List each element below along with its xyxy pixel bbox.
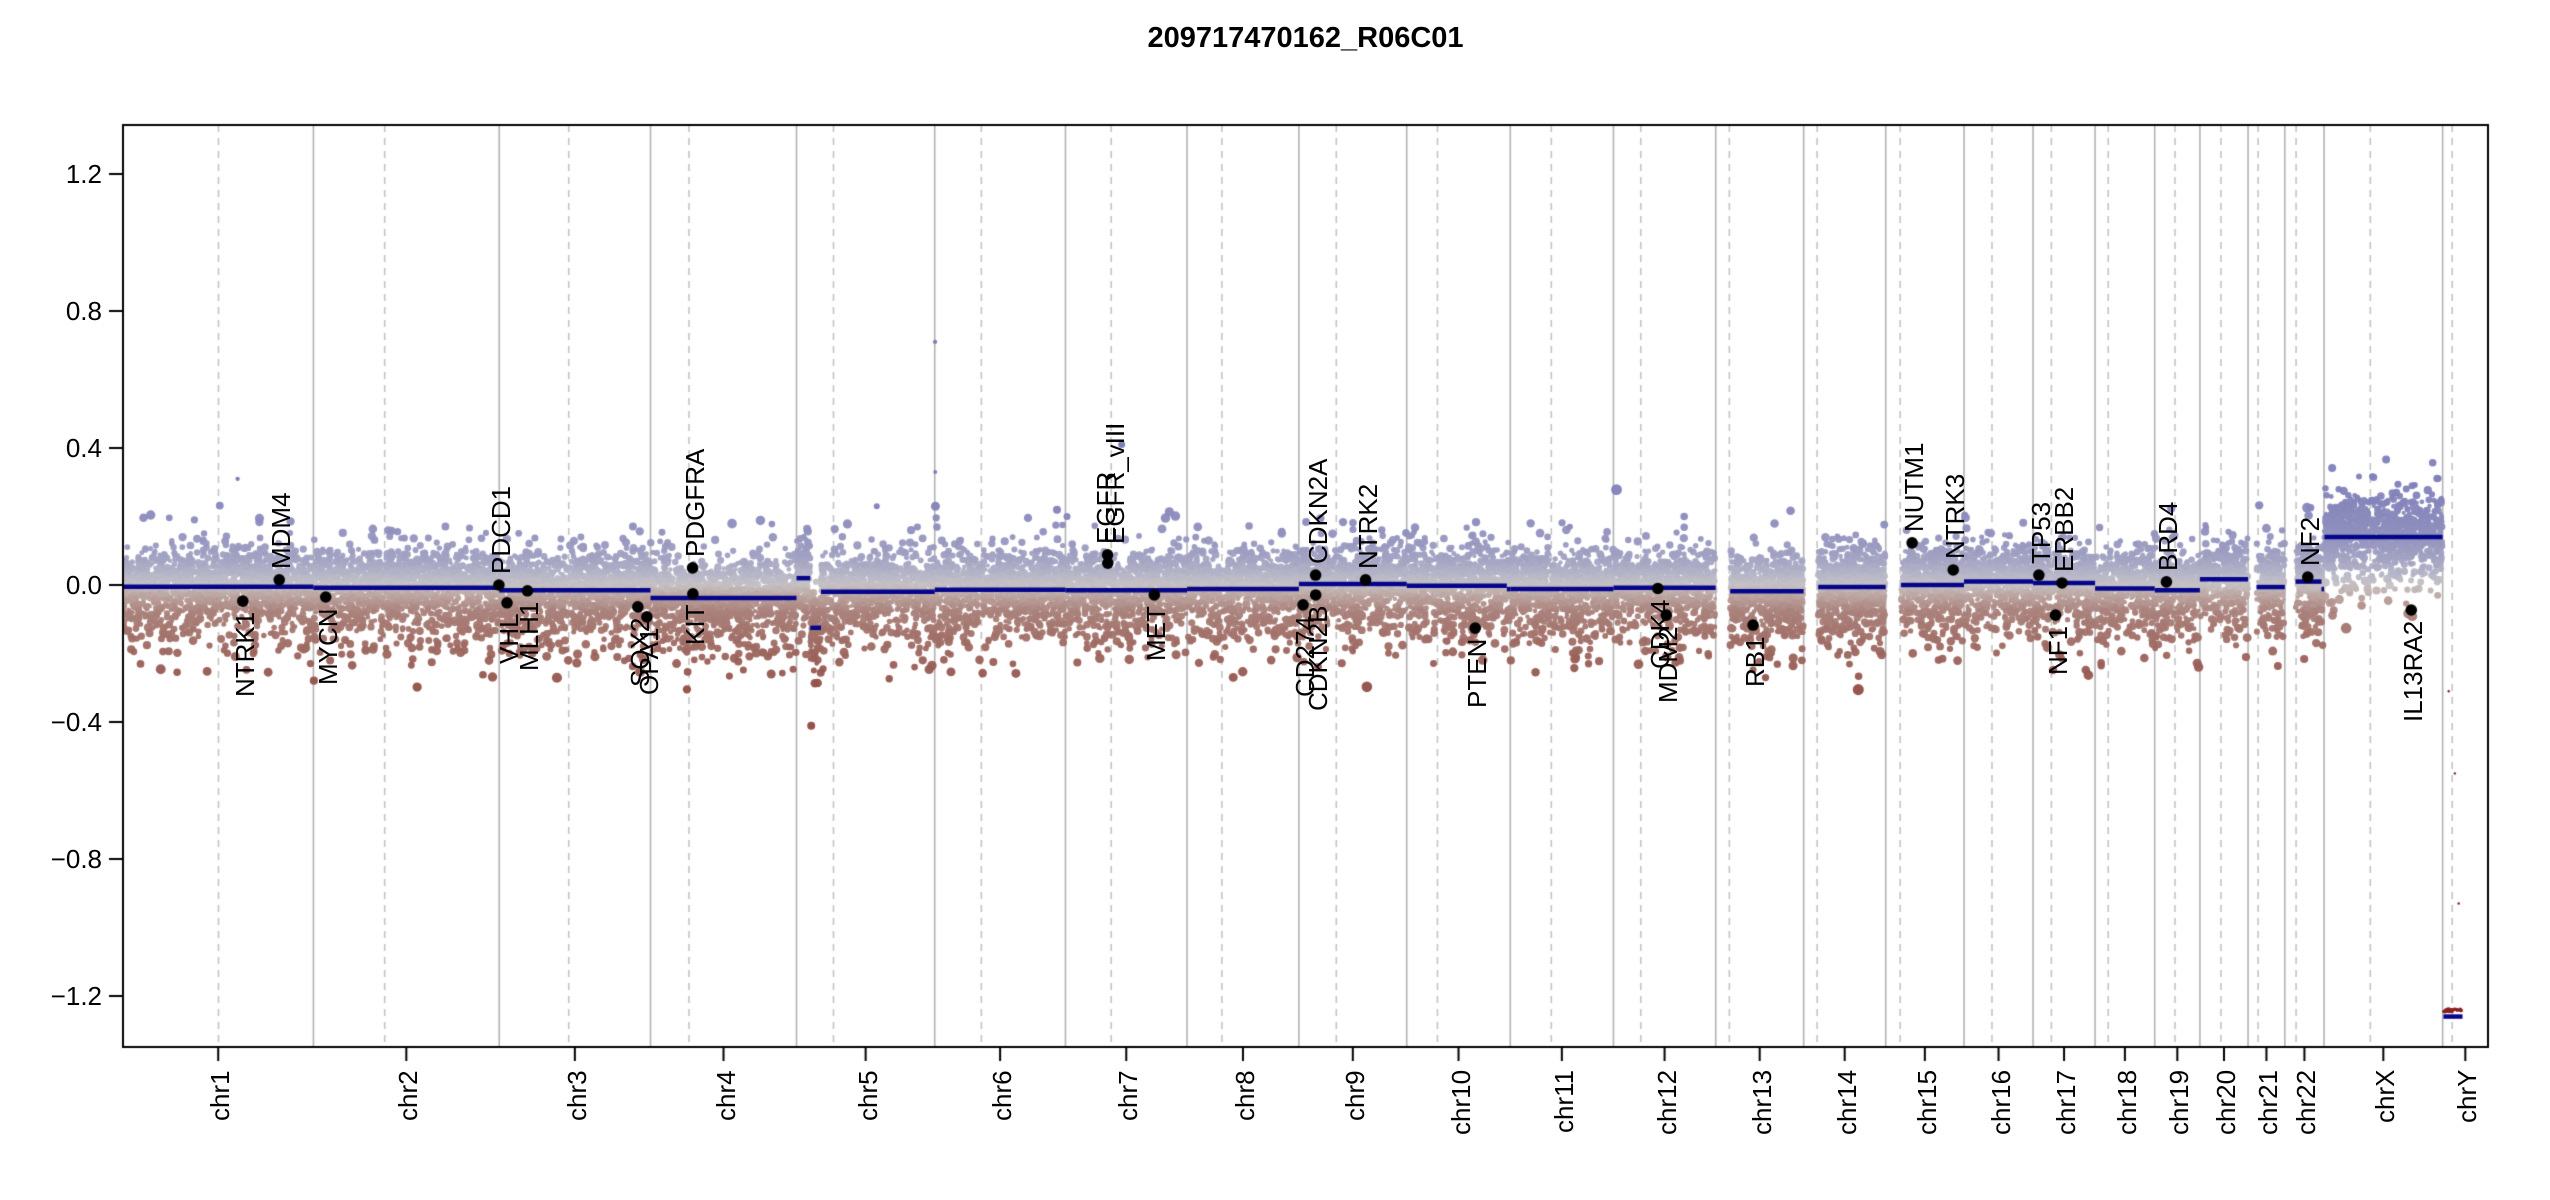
gene-label-NTRK2: NTRK2 xyxy=(1352,483,1383,569)
y-tick-label-0.4: 0.4 xyxy=(65,433,102,463)
gene-label-NF1: NF1 xyxy=(2042,626,2073,676)
chr-axis-label-chr3: chr3 xyxy=(561,1070,592,1121)
y-tick-label--1.2: −1.2 xyxy=(50,981,102,1011)
gene-label-MLH1: MLH1 xyxy=(514,601,545,672)
plot-title: 209717470162_R06C01 xyxy=(1147,22,1464,54)
chr-axis-label-chr15: chr15 xyxy=(1911,1069,1942,1136)
gene-label-CDKN2A: CDKN2A xyxy=(1302,458,1333,565)
chr-axis-label-chr19: chr19 xyxy=(2164,1069,2195,1136)
chr-axis-label-chr7: chr7 xyxy=(1113,1070,1144,1121)
gene-label-RB1: RB1 xyxy=(1740,636,1771,687)
y-tick-label--0.4: −0.4 xyxy=(50,707,102,737)
chr-axis-label-chr20: chr20 xyxy=(2210,1069,2241,1136)
chr-axis-label-chr18: chr18 xyxy=(2111,1069,2142,1136)
chr-axis-label-chr2: chr2 xyxy=(393,1070,424,1121)
chr-axis-label-chrY: chrY xyxy=(2452,1069,2483,1124)
gene-label-NF2: NF2 xyxy=(2294,516,2325,567)
gene-label-ERBB2: ERBB2 xyxy=(2049,486,2079,572)
gene-label-OPA1: OPA1 xyxy=(633,627,664,696)
gene-label-KIT: KIT xyxy=(679,604,710,646)
chr-axis-label-chr8: chr8 xyxy=(1229,1070,1260,1121)
chr-axis-label-chr1: chr1 xyxy=(205,1070,236,1121)
gene-label-PTEN: PTEN xyxy=(1462,639,1493,709)
chr-axis-label-chrX: chrX xyxy=(2370,1069,2401,1124)
gene-label-MYCN: MYCN xyxy=(312,607,343,685)
chr-axis-label-chr13: chr13 xyxy=(1746,1069,1777,1136)
chr-axis-label-chr10: chr10 xyxy=(1445,1069,1476,1136)
chr-axis-label-chr9: chr9 xyxy=(1339,1070,1370,1121)
y-tick-label-1.2: 1.2 xyxy=(65,159,102,189)
gene-label-NTRK1: NTRK1 xyxy=(229,612,260,698)
gene-label-PDCD1: PDCD1 xyxy=(485,485,516,574)
gene-label-CDKN2B: CDKN2B xyxy=(1302,605,1333,712)
y-tick-label--0.8: −0.8 xyxy=(50,844,102,874)
gene-label-MDM4: MDM4 xyxy=(266,492,297,569)
chr-axis-label-chr4: chr4 xyxy=(710,1070,741,1121)
y-tick-label-0.0: 0.0 xyxy=(65,570,102,600)
chr-axis-label-chr21: chr21 xyxy=(2253,1069,2284,1136)
gene-label-PDGFRA: PDGFRA xyxy=(679,448,710,557)
gene-label-IL13RA2: IL13RA2 xyxy=(2398,620,2429,723)
chr-axis-label-chr14: chr14 xyxy=(1831,1069,1862,1136)
gene-label-MDM2: MDM2 xyxy=(1653,626,1684,703)
chr-axis-label-chr6: chr6 xyxy=(987,1070,1018,1121)
gene-label-NTRK3: NTRK3 xyxy=(1940,473,1971,559)
chr-axis-label-chr11: chr11 xyxy=(1548,1069,1579,1134)
gene-label-NUTM1: NUTM1 xyxy=(1899,442,1930,532)
chr-axis-label-chr5: chr5 xyxy=(852,1070,883,1121)
gene-label-EGFR_vIII: EGFR_vIII xyxy=(1099,422,1130,544)
gene-label-BRD4: BRD4 xyxy=(2153,501,2184,571)
chr-axis-label-chr17: chr17 xyxy=(2051,1069,2082,1136)
y-tick-label-0.8: 0.8 xyxy=(65,296,102,326)
chr-axis-label-chr22: chr22 xyxy=(2291,1069,2322,1136)
chr-axis-label-chr12: chr12 xyxy=(1651,1069,1682,1136)
gene-label-MET: MET xyxy=(1141,605,1172,661)
chr-axis-label-chr16: chr16 xyxy=(1985,1069,2016,1136)
